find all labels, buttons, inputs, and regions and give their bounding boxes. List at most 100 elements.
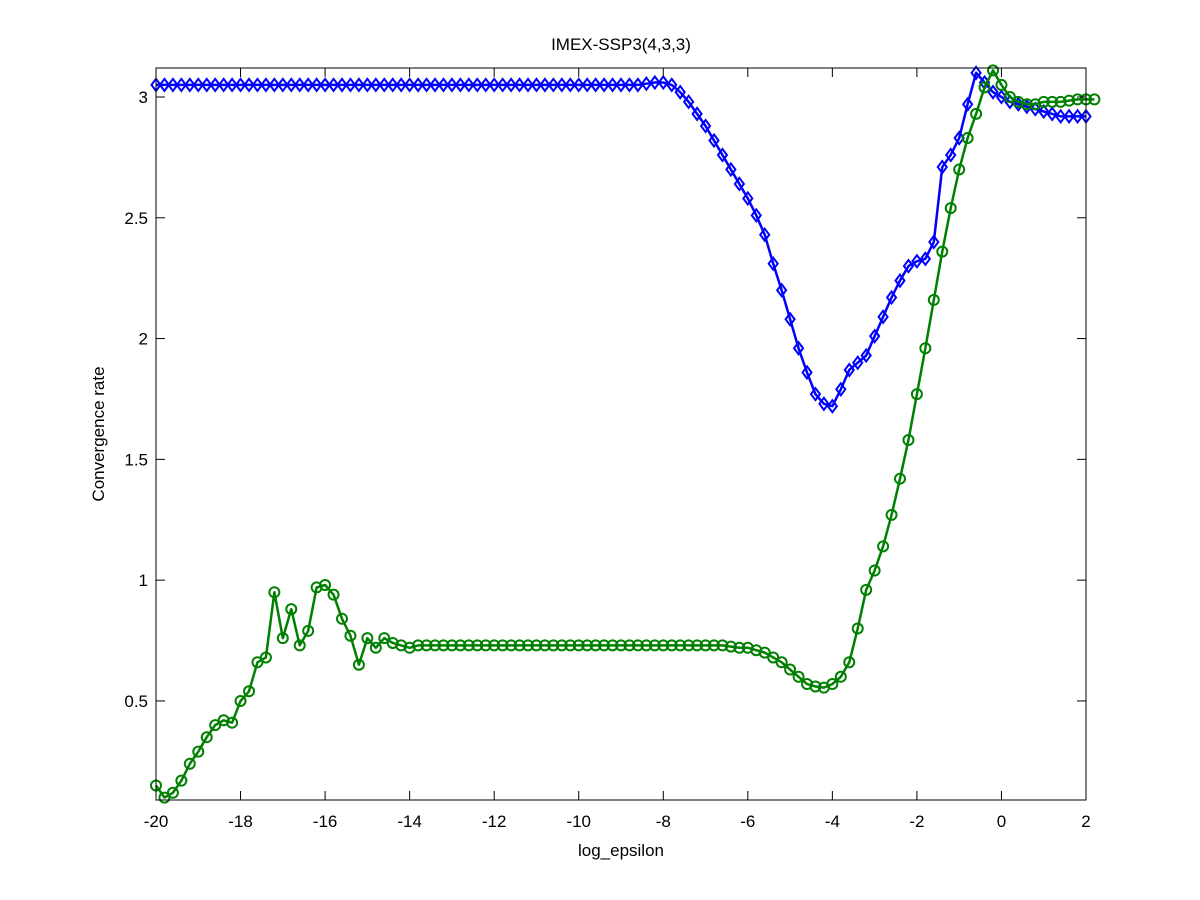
data-point-diamond — [386, 77, 399, 93]
data-point-diamond — [479, 77, 492, 93]
data-point-diamond — [217, 77, 230, 93]
data-point-circle — [598, 639, 611, 652]
data-point-diamond — [412, 77, 424, 93]
data-point-diamond — [885, 289, 898, 306]
data-point-circle — [961, 132, 974, 145]
data-point-diamond — [632, 77, 644, 93]
data-point-circle — [496, 639, 509, 652]
data-point-diamond — [327, 77, 340, 93]
data-point-circle — [953, 163, 966, 176]
data-point-circle — [513, 639, 526, 652]
data-point-circle — [420, 639, 433, 652]
data-point-diamond — [699, 118, 712, 134]
data-point-circle — [471, 639, 484, 652]
data-point-circle — [944, 202, 957, 215]
data-point-diamond — [572, 77, 585, 93]
data-point-diamond — [767, 256, 779, 272]
x-tick-label: -4 — [825, 812, 840, 831]
data-point-circle — [809, 680, 822, 693]
data-point-circle — [927, 293, 940, 306]
data-point-circle — [885, 508, 898, 521]
data-point-circle — [538, 639, 551, 652]
data-point-diamond — [733, 176, 746, 192]
data-point-circle — [589, 639, 602, 652]
data-point-diamond — [167, 77, 179, 93]
data-point-diamond — [1054, 108, 1067, 124]
data-point-diamond — [750, 207, 763, 224]
data-point-diamond — [420, 77, 433, 93]
data-point-diamond — [539, 77, 551, 93]
data-point-diamond — [547, 77, 560, 93]
data-point-diamond — [809, 386, 822, 402]
data-point-diamond — [961, 96, 974, 112]
data-point-circle — [319, 578, 332, 591]
data-point-diamond — [361, 77, 374, 93]
data-point-circle — [183, 757, 196, 770]
data-point-circle — [1063, 94, 1076, 107]
data-point-circle — [429, 639, 441, 652]
data-point-circle — [682, 639, 695, 652]
data-point-circle — [919, 342, 932, 355]
data-point-diamond — [674, 84, 686, 100]
x-tick-label: -12 — [482, 812, 507, 831]
y-tick-label: 1.5 — [124, 450, 148, 469]
data-point-diamond — [826, 398, 839, 414]
data-point-diamond — [1029, 101, 1042, 117]
data-point-diamond — [784, 311, 796, 327]
series-2 — [150, 64, 1101, 804]
chart-title: IMEX-SSP3(4,3,3) — [551, 35, 691, 54]
data-point-circle — [192, 745, 205, 758]
data-point-diamond — [911, 253, 923, 269]
data-point-circle — [910, 388, 923, 401]
y-axis-label: Convergence rate — [89, 366, 108, 501]
data-point-circle — [775, 656, 788, 669]
data-point-diamond — [556, 77, 568, 93]
data-point-circle — [792, 670, 805, 683]
data-point-circle — [851, 622, 864, 635]
data-point-diamond — [682, 94, 695, 110]
data-point-diamond — [708, 132, 720, 149]
data-point-diamond — [184, 77, 196, 93]
x-tick-label: -10 — [566, 812, 591, 831]
data-point-circle — [555, 639, 568, 652]
plot-area — [156, 68, 1086, 800]
data-point-circle — [648, 639, 661, 652]
y-tick-label: 3 — [139, 88, 148, 107]
data-point-circle — [522, 639, 534, 652]
data-point-diamond — [1037, 103, 1050, 120]
data-point-diamond — [598, 77, 610, 93]
data-point-diamond — [251, 77, 264, 93]
data-point-diamond — [463, 77, 475, 93]
data-point-circle — [708, 639, 720, 652]
data-point-circle — [462, 639, 475, 652]
data-point-diamond — [987, 84, 999, 100]
data-point-diamond — [919, 251, 932, 267]
data-point-diamond — [581, 77, 593, 93]
series-1 — [150, 65, 1092, 414]
data-point-diamond — [944, 147, 957, 163]
data-point-diamond — [801, 364, 813, 381]
data-point-circle — [302, 624, 315, 637]
data-point-diamond — [344, 77, 357, 93]
data-point-diamond — [665, 77, 678, 93]
data-point-diamond — [226, 77, 238, 93]
data-point-circle — [243, 685, 255, 698]
data-point-circle — [336, 612, 348, 625]
x-tick-label: -6 — [740, 812, 755, 831]
data-point-circle — [826, 678, 839, 691]
data-point-diamond — [446, 77, 458, 93]
data-point-diamond — [1071, 108, 1084, 124]
data-point-circle — [674, 639, 687, 652]
data-point-circle — [293, 639, 306, 652]
data-point-circle — [657, 639, 670, 652]
data-point-circle — [226, 716, 239, 729]
data-point-diamond — [1063, 108, 1075, 124]
data-point-diamond — [936, 159, 949, 175]
data-point-diamond — [775, 282, 788, 298]
data-point-diamond — [378, 77, 391, 93]
data-point-circle — [606, 639, 619, 652]
data-point-diamond — [522, 77, 534, 93]
data-point-diamond — [860, 347, 872, 364]
x-tick-label: -16 — [313, 812, 338, 831]
